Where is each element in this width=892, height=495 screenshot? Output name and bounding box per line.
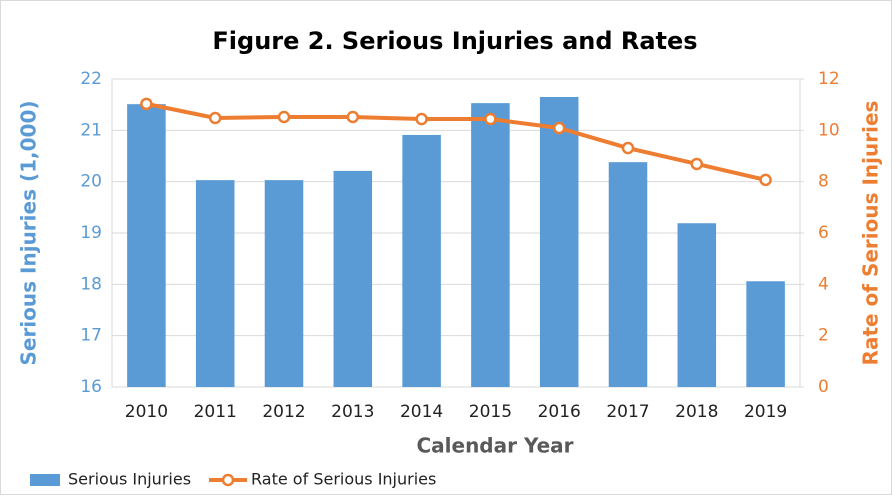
x-tick-label: 2014 <box>400 402 443 422</box>
y2-tick-label: 4 <box>818 274 829 294</box>
y-tick-label: 17 <box>80 326 102 346</box>
x-tick-label: 2019 <box>744 402 787 422</box>
bar <box>746 281 785 387</box>
line-marker <box>415 112 428 126</box>
y-tick-label: 18 <box>80 274 102 294</box>
bar <box>127 104 166 388</box>
line-marker <box>208 111 222 125</box>
line-marker <box>552 121 566 135</box>
legend-swatch <box>221 473 235 487</box>
x-tick-label: 2016 <box>538 402 581 422</box>
y-tick-label: 21 <box>80 120 102 140</box>
line <box>145 101 767 182</box>
legend-swatch <box>30 474 60 486</box>
bar <box>264 180 304 387</box>
bar <box>677 223 717 387</box>
bar <box>402 134 441 387</box>
y2-tick-label: 12 <box>818 69 840 89</box>
y2-tick-label: 10 <box>818 120 840 140</box>
bar <box>195 180 235 387</box>
y2-tick-label: 2 <box>818 326 829 346</box>
bar <box>608 162 648 387</box>
y-tick-label: 22 <box>80 69 102 89</box>
x-tick-label: 2017 <box>606 402 649 422</box>
x-tick-label: 2012 <box>262 402 305 422</box>
bar <box>333 170 373 387</box>
y2-axis-label: Rate of Serious Injuries <box>859 101 883 366</box>
line-marker <box>759 173 772 187</box>
x-axis-label: Calendar Year <box>416 434 573 458</box>
y-axis-label: Serious Injuries (1,000) <box>17 101 41 366</box>
line-marker <box>346 110 360 124</box>
y-tick-label: 20 <box>80 172 102 192</box>
line-marker <box>690 157 704 171</box>
line-marker <box>621 141 635 155</box>
x-tick-label: 2013 <box>331 402 374 422</box>
y2-tick-label: 8 <box>818 172 829 192</box>
plot-border <box>111 78 801 388</box>
legend-label: Rate of Serious Injuries <box>251 470 436 489</box>
chart-title: Figure 2. Serious Injuries and Rates <box>212 27 697 55</box>
x-tick-label: 2015 <box>469 402 512 422</box>
line-marker <box>484 112 497 126</box>
x-tick-label: 2011 <box>194 402 237 422</box>
legend-label: Serious Injuries <box>68 470 191 489</box>
y2-tick-label: 6 <box>818 223 829 243</box>
x-tick-label: 2018 <box>675 402 718 422</box>
y-tick-label: 19 <box>80 223 102 243</box>
y-tick-label: 16 <box>80 377 102 397</box>
line-marker <box>277 110 291 124</box>
y2-tick-label: 0 <box>818 377 829 397</box>
x-tick-label: 2010 <box>125 402 168 422</box>
bar <box>471 103 510 388</box>
line-marker <box>140 97 153 111</box>
bar <box>539 96 579 387</box>
